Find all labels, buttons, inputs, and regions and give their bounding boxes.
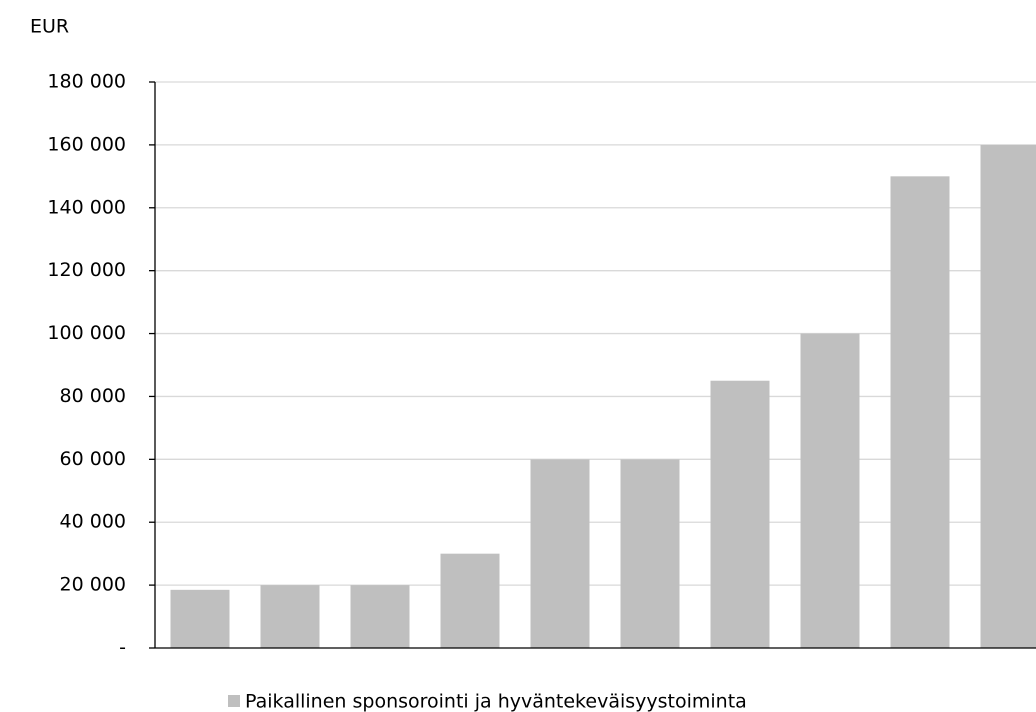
bar	[530, 459, 590, 648]
bar	[170, 589, 230, 648]
y-tick-label: 80 000	[60, 385, 126, 407]
y-tick-label: 120 000	[47, 259, 126, 281]
bar	[440, 553, 500, 648]
bar	[980, 144, 1036, 648]
legend-swatch	[228, 695, 240, 707]
bar	[710, 380, 770, 648]
y-tick-label: 100 000	[47, 322, 126, 344]
bar	[350, 585, 410, 648]
legend-label: Paikallinen sponsorointi ja hyväntekeväi…	[245, 691, 747, 712]
y-tick-label: 160 000	[47, 133, 126, 155]
y-tick-label: 20 000	[60, 574, 126, 596]
y-tick-label: -	[119, 637, 126, 659]
bar	[800, 333, 860, 648]
y-tick-label: 40 000	[60, 511, 126, 533]
y-tick-label: 180 000	[47, 71, 126, 93]
y-axis-label: EUR	[30, 16, 69, 38]
bar	[890, 176, 950, 649]
bar	[620, 459, 680, 648]
bar	[260, 585, 320, 648]
y-tick-label: 60 000	[60, 448, 126, 470]
y-tick-label: 140 000	[47, 196, 126, 218]
